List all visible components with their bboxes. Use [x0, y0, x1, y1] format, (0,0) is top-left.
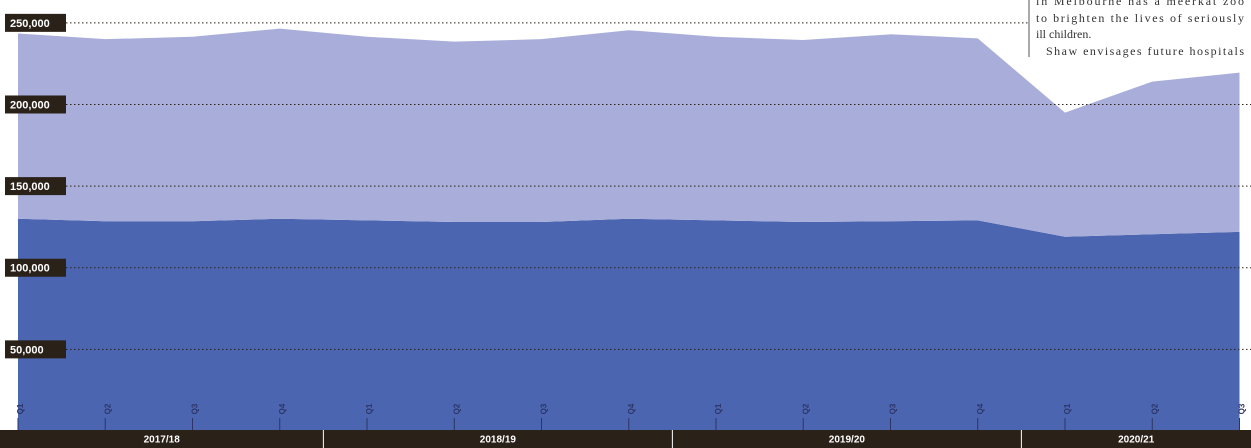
- group-label: 2017/18: [144, 435, 181, 446]
- y-tick-label: 50,000: [10, 344, 44, 356]
- y-tick-box: [5, 177, 66, 196]
- annotation-box: [1028, 0, 1251, 58]
- annotation-text: to brighten the lives of seriously: [1036, 11, 1244, 25]
- y-tick-box: [5, 13, 66, 32]
- x-tick-label: Q1: [1063, 403, 1072, 414]
- annotation-text: in Melbourne has a meerkat zoo: [1036, 0, 1244, 8]
- area: [18, 218, 1240, 431]
- y-tick-label: 150,000: [10, 181, 50, 193]
- y-tick-label: 250,000: [10, 18, 50, 30]
- x-tick-label: Q2: [452, 403, 461, 414]
- x-tick-label: Q2: [1150, 403, 1159, 414]
- x-tick-label: Q3: [191, 403, 200, 414]
- y-tick-label: 100,000: [10, 263, 50, 275]
- x-tick-label: Q2: [103, 403, 112, 414]
- x-tick-label: Q3: [889, 403, 898, 414]
- group-label: 2020/21: [1118, 435, 1155, 446]
- x-tick-label: Q2: [801, 403, 810, 414]
- y-tick-box: [5, 340, 66, 359]
- x-tick-label: Q1: [365, 403, 374, 414]
- y-tick-box: [5, 95, 66, 114]
- x-tick-label: Q3: [540, 403, 549, 414]
- group-label: 2018/19: [480, 435, 517, 446]
- x-tick-label: Q4: [278, 403, 287, 414]
- x-tick-label: Q1: [16, 403, 25, 414]
- x-tick-label: Q3: [1238, 403, 1247, 414]
- x-tick-label: Q4: [976, 403, 985, 414]
- annotation-text: ill children.: [1036, 27, 1091, 41]
- y-tick-label: 200,000: [10, 99, 50, 111]
- x-tick-label: Q1: [714, 403, 723, 414]
- area: [18, 28, 1240, 237]
- annotation-text: Shaw envisages future hospitals: [1046, 44, 1244, 58]
- x-tick-label: Q4: [627, 403, 636, 414]
- group-label: 2019/20: [829, 435, 866, 446]
- group-bar: [0, 430, 1251, 448]
- y-tick-box: [5, 258, 66, 277]
